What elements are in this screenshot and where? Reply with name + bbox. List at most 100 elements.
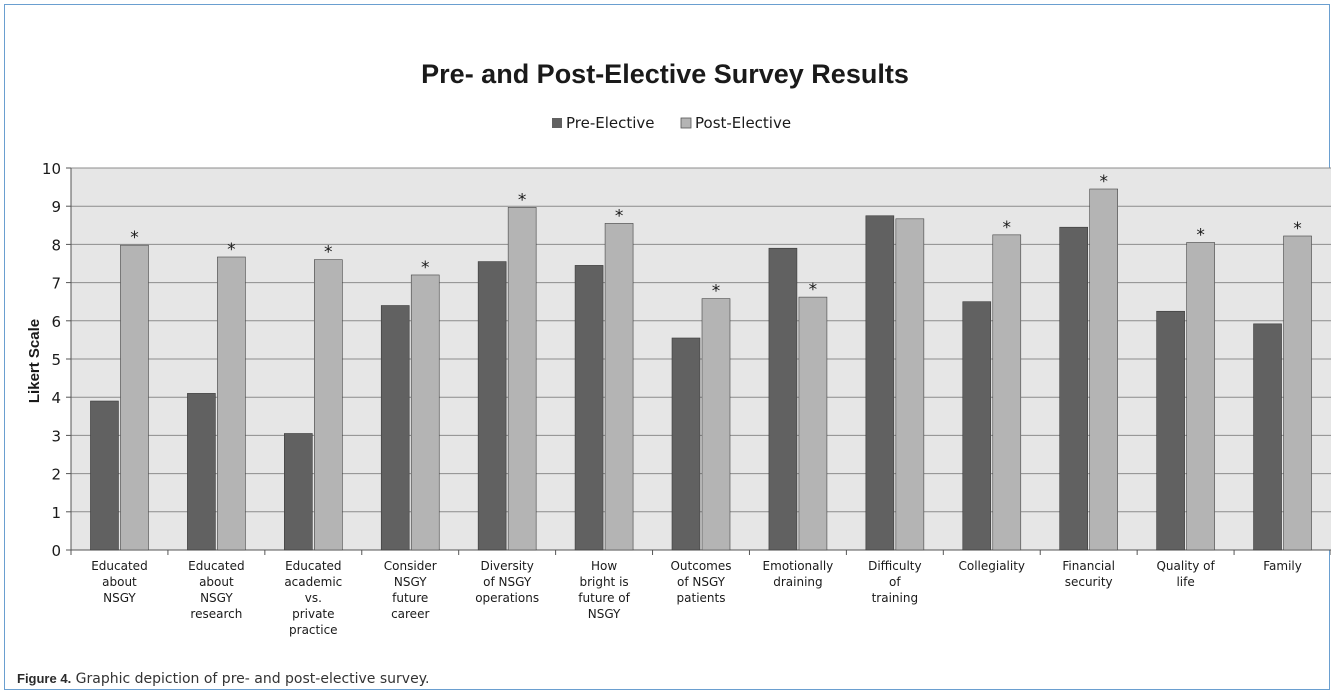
x-tick-label-line: vs. [305, 591, 322, 605]
significance-marker: * [809, 280, 818, 300]
bar-post-elective [217, 256, 246, 551]
x-tick-label: Educated about NSGY [91, 559, 147, 605]
x-tick-label: Family [1263, 559, 1302, 573]
x-tick-label-line: private [292, 607, 334, 621]
bar-pre-elective [187, 393, 216, 551]
bar-pre-elective [865, 215, 895, 551]
x-tick-label-line: Outcomes [670, 559, 731, 573]
x-tick-label-line: Educated [188, 559, 244, 573]
x-tick-label-line: practice [289, 623, 338, 637]
bar-pre-elective [962, 301, 992, 551]
bar-post-elective [410, 274, 440, 551]
x-tick-label-line: life [1176, 575, 1194, 589]
bar-post-elective [895, 218, 925, 551]
y-tick-label: 3 [51, 427, 61, 445]
bar-pre-elective [768, 247, 798, 551]
bar-pre-elective [671, 337, 701, 551]
x-tick-label-line: Diversity [480, 559, 533, 573]
bar-post-elective [120, 244, 149, 551]
x-tick-label-line: How [591, 559, 617, 573]
x-tick-label-line: Difficulty [868, 559, 922, 573]
bar-pre-elective [284, 433, 313, 551]
significance-marker: * [1196, 225, 1205, 245]
x-tick-label-line: academic [284, 575, 342, 589]
y-tick-label: 7 [51, 275, 61, 293]
x-tick-label-line: security [1065, 575, 1113, 589]
x-tick-label-line: Collegiality [958, 559, 1025, 573]
bar-post-elective [798, 296, 828, 551]
x-tick-label-line: Financial [1062, 559, 1115, 573]
x-tick-label-line: of NSGY [483, 575, 532, 589]
x-tick-label: Emotionally draining [763, 559, 834, 589]
legend-swatch-pre [552, 118, 562, 128]
bar-post-elective [1283, 235, 1312, 551]
x-tick-label-line: draining [773, 575, 822, 589]
x-tick-label: Outcomes of NSGY patients [670, 559, 731, 605]
chart-legend: Pre-Elective Post-Elective [552, 114, 791, 132]
x-tick-label-line: about [199, 575, 234, 589]
x-tick-label-line: future [392, 591, 428, 605]
x-tick-label-line: NSGY [200, 591, 233, 605]
bar-post-elective [604, 223, 634, 551]
x-tick-label-line: bright is [579, 575, 628, 589]
caption-text: Graphic depiction of pre- and post-elect… [75, 671, 430, 687]
y-tick-label: 5 [51, 351, 61, 369]
legend-swatch-post [680, 117, 692, 129]
x-tick-label-line: operations [475, 591, 539, 605]
x-tick-label-line: training [872, 591, 919, 605]
x-tick-label-line: NSGY [394, 575, 427, 589]
bar-post-elective [314, 259, 343, 551]
y-tick-label: 8 [51, 236, 61, 254]
x-tick-label: Consider NSGY future career [384, 559, 437, 621]
bar-pre-elective [1253, 323, 1282, 551]
y-tick-label: 0 [51, 542, 61, 560]
y-tick-label: 6 [51, 313, 61, 331]
bar-post-elective [701, 298, 731, 551]
y-tick-label: 2 [51, 466, 61, 484]
bar-pre-elective [477, 261, 507, 551]
bar-post-elective [992, 234, 1022, 551]
significance-marker: * [1099, 172, 1108, 192]
bar-pre-elective [90, 400, 119, 551]
caption-label: Figure 4. [17, 671, 72, 686]
significance-marker: * [712, 282, 721, 302]
x-tick-label: Educated about NSGY research [188, 559, 244, 621]
x-tick-label-line: Educated [285, 559, 341, 573]
bar-pre-elective [1156, 310, 1185, 551]
x-tick-label-line: patients [677, 591, 726, 605]
significance-marker: * [518, 190, 527, 210]
bar-post-elective [507, 207, 537, 551]
x-tick-label-line: career [391, 607, 429, 621]
y-axis-label: Likert Scale [26, 319, 43, 403]
significance-marker: * [130, 228, 139, 248]
x-tick-label-line: NSGY [588, 607, 621, 621]
x-tick-label-line: Educated [91, 559, 147, 573]
bar-post-elective [1186, 242, 1215, 551]
x-tick-label-line: Quality of [1156, 559, 1215, 573]
significance-marker: * [324, 243, 333, 263]
x-tick-label: Diversity of NSGY operations [475, 559, 539, 605]
x-tick-label: How bright is future of NSGY [578, 559, 630, 621]
y-tick-label: 1 [51, 504, 61, 522]
x-tick-label-line: Emotionally [763, 559, 834, 573]
figure-frame: Pre- and Post-Elective Survey Results Pr… [4, 4, 1331, 690]
chart-title: Pre- and Post-Elective Survey Results [421, 59, 909, 89]
bar-chart: Pre- and Post-Elective Survey Results Pr… [26, 59, 1331, 637]
x-tick-label: Quality of life [1156, 559, 1215, 589]
x-tick-label-line: future of [578, 591, 630, 605]
legend-label-post: Post-Elective [695, 114, 791, 132]
y-tick-label: 4 [51, 389, 61, 407]
x-tick-label-line: Consider [384, 559, 437, 573]
x-tick-label-line: about [102, 575, 137, 589]
bar-pre-elective [574, 265, 604, 551]
significance-marker: * [615, 206, 624, 226]
significance-marker: * [1293, 219, 1302, 239]
bar-post-elective [1089, 188, 1118, 551]
y-tick-label: 9 [51, 198, 61, 216]
y-tick-label: 10 [42, 160, 61, 178]
figure-caption: Figure 4. Graphic depiction of pre- and … [17, 671, 429, 687]
x-tick-label: Collegiality [958, 559, 1025, 573]
significance-marker: * [227, 240, 236, 260]
x-tick-label: Financial security [1062, 559, 1115, 589]
legend-label-pre: Pre-Elective [566, 114, 655, 132]
